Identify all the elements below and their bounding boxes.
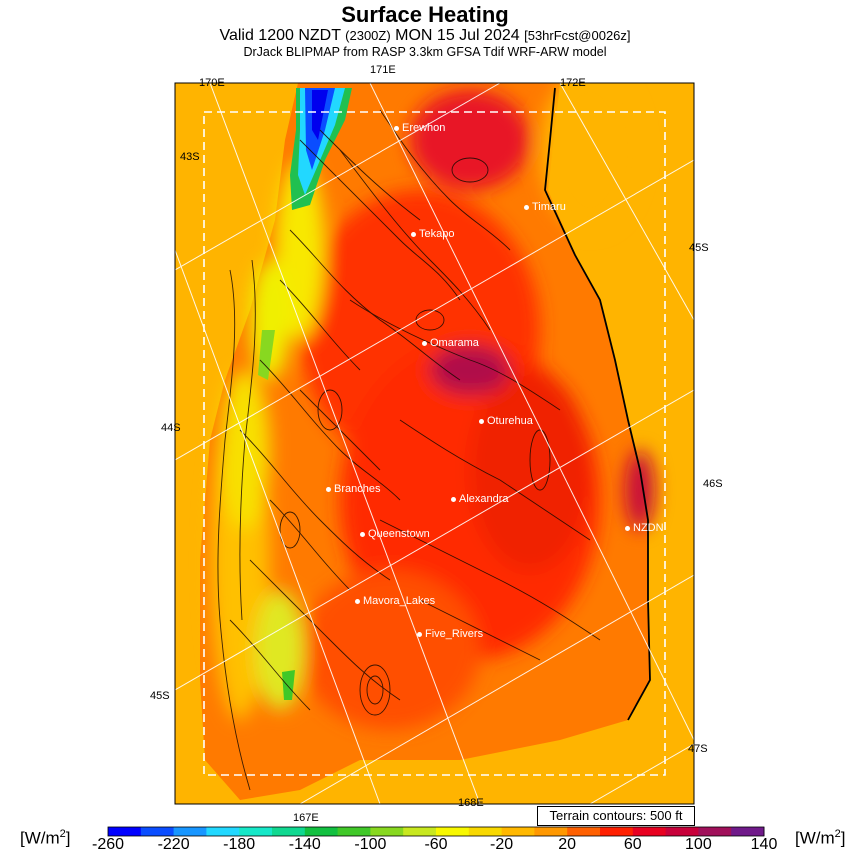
- valid-date: MON 15 Jul 2024: [395, 27, 520, 44]
- town-erewhon: Erewhon: [394, 122, 445, 134]
- lon-label: 167E: [293, 812, 319, 824]
- town-oturehua: Oturehua: [479, 415, 533, 427]
- lat-label: 45S: [689, 242, 709, 254]
- town-dot-icon: [451, 496, 456, 502]
- town-dot-icon: [417, 631, 422, 637]
- town-label: Tekapo: [419, 228, 455, 240]
- colorbar-tick-label: 20: [558, 836, 577, 853]
- town-label: Oturehua: [487, 415, 533, 427]
- town-timaru: Timaru: [524, 201, 566, 213]
- colorbar-tick-label: -180: [223, 836, 256, 853]
- town-label: Erewhon: [402, 122, 446, 134]
- colorbar-segment: [272, 827, 306, 836]
- town-alexandra: Alexandra: [451, 493, 509, 505]
- town-five-rivers: Five_Rivers: [417, 628, 483, 640]
- town-branches: Branches: [326, 483, 380, 495]
- unit-label-left: [W/m2]: [20, 828, 71, 848]
- lon-label: 171E: [370, 64, 396, 76]
- town-tekapo: Tekapo: [411, 228, 454, 240]
- colorbar-tick-label: -20: [490, 836, 514, 853]
- colorbar-segment: [501, 827, 535, 836]
- colorbar-segment: [600, 827, 634, 836]
- colorbar-segment: [534, 827, 568, 836]
- colorbar-tick-label: 100: [685, 836, 712, 853]
- colorbar-segment: [731, 827, 765, 836]
- colorbar-segment: [567, 827, 601, 836]
- town-label: Omarama: [430, 337, 479, 349]
- terrain-contour-note: Terrain contours: 500 ft: [537, 806, 695, 826]
- map-field: [175, 83, 694, 804]
- colorbar-segment: [468, 827, 503, 836]
- colorbar-segment: [403, 827, 437, 836]
- unit-label-right: [W/m2]: [795, 828, 846, 848]
- colorbar-tick-label: -60: [424, 836, 448, 853]
- colorbar-tick-label: -140: [288, 836, 321, 853]
- town-label: Queenstown: [368, 528, 430, 540]
- colorbar-tick-label: 140: [750, 836, 778, 853]
- town-label: Five_Rivers: [425, 628, 484, 640]
- model-description: DrJack BLIPMAP from RASP 3.3km GFSA Tdif…: [243, 45, 607, 59]
- forecast-info: [53hrFcst@0026z]: [524, 28, 631, 43]
- town-mavora-lakes: Mavora_Lakes: [355, 595, 435, 607]
- lat-label: 46S: [703, 478, 723, 490]
- lon-label: 168E: [458, 797, 484, 809]
- town-dot-icon: [524, 204, 529, 210]
- colorbar-segment: [698, 827, 732, 836]
- lat-label: 47S: [688, 743, 708, 755]
- colorbar-tick-label: -260: [91, 836, 125, 853]
- town-label: Branches: [334, 483, 381, 495]
- town-dot-icon: [394, 125, 399, 131]
- valid-time-line: Valid 1200 NZDT (2300Z) MON 15 Jul 2024 …: [0, 27, 850, 45]
- colorbar-frame: [107, 826, 765, 837]
- colorbar-segment: [436, 827, 470, 836]
- town-dot-icon: [360, 531, 365, 537]
- colorbar-segment: [206, 827, 240, 836]
- town-dot-icon: [355, 598, 360, 604]
- town-nzdn: NZDN: [625, 522, 664, 534]
- colorbar-tick-label: -100: [354, 836, 387, 853]
- colorbar-segment: [239, 827, 273, 836]
- lon-label: 170E: [199, 77, 225, 89]
- town-dot-icon: [411, 231, 416, 237]
- map-title: Surface Heating: [341, 2, 509, 27]
- colorbar-tick-label: -220: [157, 836, 190, 853]
- town-label: Alexandra: [459, 493, 509, 505]
- lon-label: 172E: [560, 77, 586, 89]
- town-dot-icon: [422, 340, 427, 346]
- colorbar-segment: [108, 827, 142, 836]
- colorbar: [107, 826, 765, 837]
- town-label: Timaru: [532, 201, 566, 213]
- colorbar-segment: [140, 827, 175, 836]
- colorbar-segment: [337, 827, 371, 836]
- town-label: Mavora_Lakes: [363, 595, 436, 607]
- town-queenstown: Queenstown: [360, 528, 430, 540]
- town-label: NZDN: [633, 522, 664, 534]
- lat-label: 45S: [150, 690, 170, 702]
- town-dot-icon: [625, 525, 630, 531]
- colorbar-segment: [304, 827, 339, 836]
- town-dot-icon: [479, 418, 484, 424]
- colorbar-segment: [173, 827, 207, 836]
- town-omarama: Omarama: [422, 337, 479, 349]
- colorbar-segment: [632, 827, 667, 836]
- colorbar-segment: [665, 827, 699, 836]
- valid-prefix: Valid 1200 NZDT: [219, 27, 341, 44]
- lat-label: 43S: [180, 151, 200, 163]
- valid-utc: (2300Z): [345, 28, 391, 43]
- colorbar-segment: [370, 827, 404, 836]
- lat-label: 44S: [161, 422, 181, 434]
- town-dot-icon: [326, 486, 331, 492]
- colorbar-tick-label: 60: [623, 836, 642, 853]
